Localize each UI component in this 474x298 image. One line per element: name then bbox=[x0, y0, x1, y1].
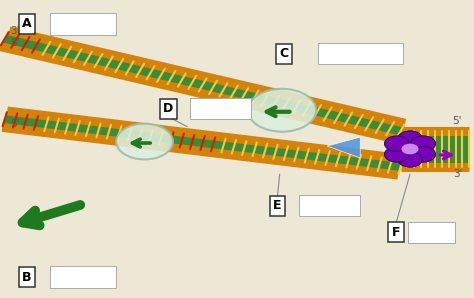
Circle shape bbox=[411, 147, 436, 162]
Polygon shape bbox=[327, 137, 360, 158]
Circle shape bbox=[384, 136, 409, 151]
Text: B: B bbox=[22, 271, 32, 284]
Text: 3': 3' bbox=[453, 169, 462, 179]
FancyBboxPatch shape bbox=[299, 195, 360, 216]
Text: 3': 3' bbox=[10, 26, 20, 36]
FancyBboxPatch shape bbox=[318, 43, 403, 64]
Circle shape bbox=[248, 89, 316, 132]
Text: E: E bbox=[273, 199, 282, 212]
Polygon shape bbox=[401, 131, 469, 167]
FancyBboxPatch shape bbox=[50, 266, 116, 288]
Circle shape bbox=[411, 136, 436, 151]
Circle shape bbox=[398, 131, 422, 146]
Text: F: F bbox=[392, 226, 400, 239]
Circle shape bbox=[401, 144, 419, 154]
Circle shape bbox=[398, 152, 422, 167]
Circle shape bbox=[116, 124, 173, 159]
FancyBboxPatch shape bbox=[50, 13, 116, 35]
Text: C: C bbox=[280, 47, 289, 60]
FancyBboxPatch shape bbox=[190, 98, 251, 119]
FancyBboxPatch shape bbox=[408, 222, 455, 243]
Polygon shape bbox=[0, 31, 405, 139]
Text: A: A bbox=[22, 17, 32, 30]
Circle shape bbox=[384, 147, 409, 162]
Text: 5': 5' bbox=[453, 116, 462, 126]
Text: D: D bbox=[163, 102, 173, 115]
Text: 5': 5' bbox=[10, 119, 20, 129]
Polygon shape bbox=[2, 111, 403, 175]
Text: 5': 5' bbox=[10, 38, 20, 48]
